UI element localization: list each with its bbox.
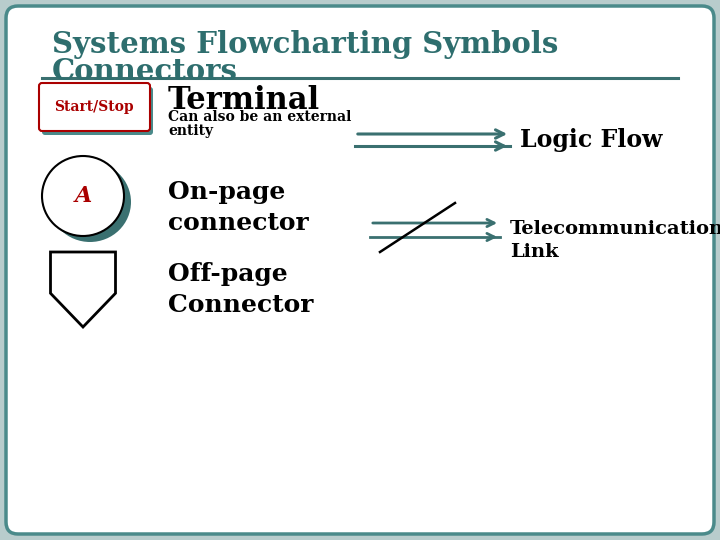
Text: Off-page
Connector: Off-page Connector: [168, 262, 313, 316]
Text: Connectors: Connectors: [52, 57, 238, 86]
Text: Terminal: Terminal: [168, 85, 320, 116]
Text: Telecommunication
Link: Telecommunication Link: [510, 220, 720, 261]
Polygon shape: [50, 252, 115, 327]
Text: Start/Stop: Start/Stop: [54, 100, 134, 114]
FancyBboxPatch shape: [42, 87, 153, 135]
Text: A: A: [74, 185, 91, 207]
FancyBboxPatch shape: [39, 83, 150, 131]
FancyBboxPatch shape: [6, 6, 714, 534]
Text: Can also be an external: Can also be an external: [168, 110, 351, 124]
Text: Systems Flowcharting Symbols: Systems Flowcharting Symbols: [52, 30, 559, 59]
Ellipse shape: [42, 156, 124, 236]
Text: entity: entity: [168, 124, 213, 138]
Text: On-page
connector: On-page connector: [168, 180, 309, 235]
Text: Logic Flow: Logic Flow: [520, 128, 662, 152]
Ellipse shape: [49, 162, 131, 242]
